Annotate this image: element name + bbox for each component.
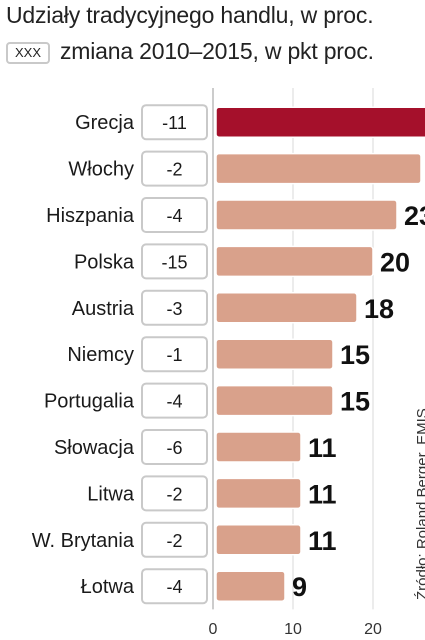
change-box (141, 521, 208, 558)
bar (215, 245, 374, 278)
bar (215, 384, 334, 417)
category-label: Hiszpania (46, 205, 135, 227)
change-value: -1 (166, 345, 182, 365)
source-note: Źródło: Roland Berger, EMIS (414, 408, 425, 600)
category-label: Grecja (75, 112, 135, 134)
change-value: -2 (166, 484, 182, 504)
change-box (141, 568, 208, 605)
change-value: -2 (166, 160, 182, 180)
bar (215, 199, 398, 231)
change-box (141, 429, 208, 465)
value-label: 11 (308, 433, 337, 463)
change-box (141, 289, 208, 326)
change-value: -6 (166, 438, 182, 458)
category-label: Austria (72, 298, 135, 320)
value-label: 9 (292, 572, 307, 602)
change-value: -4 (166, 392, 182, 412)
bar (215, 524, 302, 556)
change-box (141, 475, 208, 512)
bar (215, 477, 302, 510)
change-box (141, 336, 208, 373)
value-label: 11 (308, 526, 337, 556)
value-label: 23 (404, 201, 425, 231)
change-value: -4 (166, 206, 182, 226)
change-box (141, 104, 208, 141)
value-label: 20 (380, 247, 410, 277)
category-label: Niemcy (67, 344, 134, 366)
change-box (141, 150, 208, 187)
value-label: 18 (364, 294, 394, 324)
category-label: Litwa (87, 483, 135, 505)
bar (215, 152, 422, 185)
change-value: -15 (161, 252, 187, 272)
bar (215, 106, 425, 138)
value-label: 15 (340, 387, 370, 417)
bar (215, 431, 302, 463)
legend-change-label: zmiana 2010–2015, w pkt proc. (60, 38, 374, 64)
x-tick-label: 0 (209, 621, 218, 638)
category-label: Łotwa (81, 576, 135, 598)
bar (215, 338, 334, 370)
x-tick-label: 10 (284, 621, 302, 638)
category-label: Włochy (68, 159, 134, 181)
category-label: W. Brytania (32, 530, 135, 552)
change-value: -2 (166, 531, 182, 551)
bar (215, 292, 358, 324)
change-value: -3 (166, 299, 182, 319)
change-value: -4 (166, 577, 182, 597)
chart-title: Udziały tradycyjnego handlu, w proc. (6, 2, 374, 28)
change-value: -11 (162, 113, 187, 133)
category-label: Słowacja (54, 437, 135, 459)
change-box (141, 243, 208, 280)
x-tick-label: 20 (364, 621, 382, 638)
value-label: 11 (308, 479, 337, 509)
value-label: 15 (340, 340, 370, 370)
category-label: Portugalia (44, 391, 135, 413)
bar (215, 570, 286, 602)
change-box (141, 197, 208, 233)
legend-change-box: XXX (6, 42, 50, 64)
category-label: Polska (74, 251, 135, 273)
change-box (141, 382, 208, 419)
